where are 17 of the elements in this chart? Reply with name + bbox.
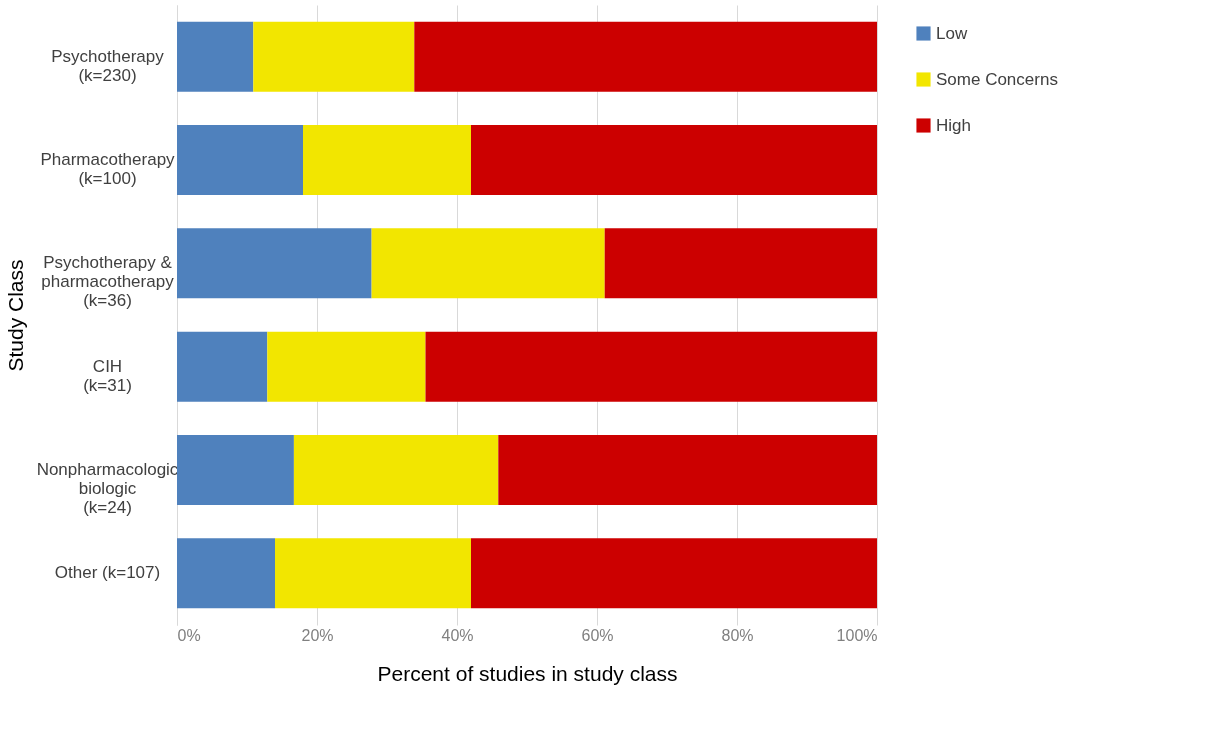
legend-label: Some Concerns	[936, 69, 1058, 89]
y-tick-label: Psychotherapy (k=230)	[51, 46, 165, 85]
y-tick-label: CIH (k=31)	[83, 356, 132, 395]
x-tick-label: 0%	[177, 626, 201, 644]
legend-label: Low	[936, 23, 968, 43]
x-tick-label: 80%	[721, 626, 754, 644]
x-axis-title: Percent of studies in study class	[377, 661, 678, 685]
y-tick-label: Psychotherapy & pharmacotherapy (k=36)	[41, 253, 175, 311]
y-tick-label: Pharmacotherapy (k=100)	[40, 150, 176, 188]
y-tick-label: Nonpharmacologic biologic (k=24)	[36, 460, 179, 517]
y-axis-title: Study Class	[3, 259, 27, 372]
x-tick-label: 40%	[441, 626, 474, 644]
x-tick-label: 60%	[581, 626, 614, 644]
x-tick-label: 100%	[836, 626, 878, 644]
x-tick-label: 20%	[301, 626, 334, 644]
legend-label: High	[936, 115, 971, 135]
y-tick-label: Other (k=107)	[54, 563, 161, 583]
